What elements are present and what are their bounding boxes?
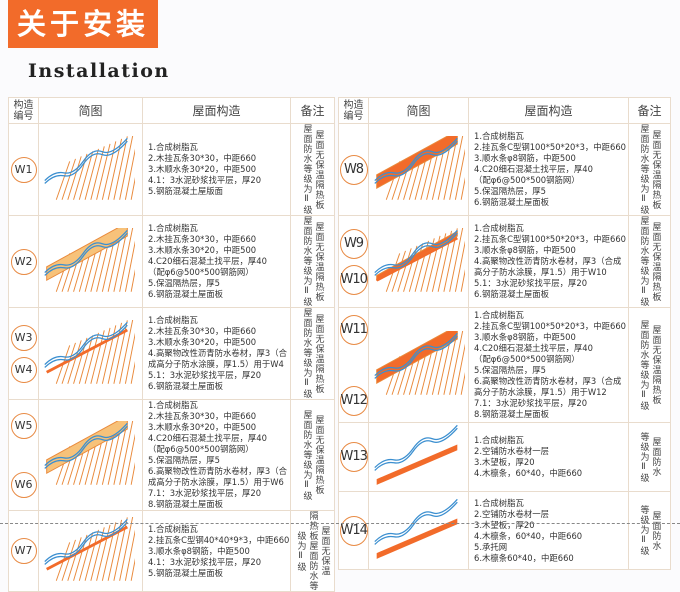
construction-id-badge: W4 — [10, 356, 37, 383]
roof-section-diagram — [44, 227, 135, 292]
diagram-cell — [38, 399, 143, 511]
construction-layers: 1.合成树脂瓦 2.木挂瓦条30*30，中距660 3.木顺水条30*20，中距… — [142, 399, 291, 511]
remark: 屋面无保温隔热板屋面防水等级为Ⅱ级 — [301, 410, 325, 501]
col-diagram: 简图 — [368, 97, 469, 124]
diagram-cell — [38, 215, 143, 308]
roof-section-diagram — [44, 319, 135, 384]
remark-line: 等级为Ⅱ级 — [638, 505, 649, 556]
section-subtitle: Installation — [28, 60, 170, 82]
remark-line: 等级为Ⅱ级 — [638, 431, 649, 483]
remark-line: 屋面无保温隔热板 — [650, 129, 661, 210]
construction-id-badge: W9 — [339, 228, 368, 259]
header-row: 构造 编号 简图 屋面构造 备注 — [338, 97, 671, 124]
construction-table-right: 构造 编号 简图 屋面构造 备注 W8 1.合成树脂瓦 2.挂瓦条C型钢100*5… — [338, 97, 671, 570]
remark: 屋面防水 等级为Ⅱ级 — [638, 505, 662, 556]
remark-line: 屋面防水等级为Ⅱ级 — [638, 124, 649, 215]
construction-id-badge: W3 — [10, 324, 37, 351]
remark-line: 屋面防水等级为Ⅱ级 — [301, 124, 312, 215]
remark: 屋面无保温隔热板屋面防水等级为Ⅱ级 — [638, 320, 662, 411]
divider — [0, 523, 680, 524]
construction-id-badge: W8 — [339, 154, 368, 185]
construction-layers: 1.合成树脂瓦 2.木挂瓦条30*30，中距660 3.木顺水条30*20，中距… — [142, 123, 291, 216]
roof-section-diagram — [374, 331, 465, 395]
roof-section-diagram — [374, 227, 465, 292]
remark-line: 屋面防水等级为Ⅱ级 — [301, 216, 312, 307]
diagram-cell — [38, 123, 143, 216]
section-title: 关于安装 — [8, 0, 158, 48]
construction-id-badge: W5 — [10, 412, 37, 439]
construction-id-badge: W7 — [10, 538, 37, 564]
diagram-cell — [368, 491, 469, 570]
col-remark: 备注 — [290, 97, 335, 124]
remark: 屋面无保温隔热板屋面防水等级为Ⅱ级 — [638, 124, 662, 215]
roof-section-diagram — [44, 135, 135, 200]
construction-id-badge: W11 — [339, 314, 368, 345]
diagram-cell — [368, 215, 469, 308]
diagram-cell — [368, 422, 469, 492]
remark-line: 屋面无保温隔热板 — [650, 221, 661, 302]
remark-line: 屋面防水等级为Ⅱ级 — [638, 216, 649, 307]
remark-line: 屋面无保温隔热板 — [650, 325, 661, 405]
remark: 屋面无保温隔热板屋面防水等级为Ⅱ级 — [301, 216, 325, 307]
diagram-cell — [368, 307, 469, 423]
remark-line: 屋面无保温隔热板 — [313, 415, 324, 495]
remark-line: 屋面防水等级为Ⅱ级 — [301, 308, 312, 399]
remark-line: 屋面防水 — [650, 437, 661, 477]
col-num: 构造 编号 — [338, 97, 369, 124]
table-row: W5 W6 1.合成树脂瓦 2.木挂瓦条30*30，中距660 3.木顺水条30*… — [8, 399, 335, 511]
construction-table-left: 构造 编号 简图 屋面构造 备注 W1 1.合成树脂瓦 2.木挂瓦条30*30，中… — [8, 97, 335, 592]
construction-layers: 1.合成树脂瓦 2.挂瓦条C型钢100*50*20*3，中距660 3.顺水条φ… — [468, 215, 629, 308]
construction-id-badge: W14 — [339, 515, 368, 546]
table-row: W1 1.合成树脂瓦 2.木挂瓦条30*30，中距660 3.木顺水条30*20… — [8, 123, 335, 216]
table-row: W2 1.合成树脂瓦 2.木挂瓦条30*30，中距660 3.木顺水条30*20… — [8, 215, 335, 308]
col-construction: 屋面构造 — [142, 97, 291, 124]
construction-layers: 1.合成树脂瓦 2.挂瓦条C型钢100*50*20*3，中距660 3.顺水条φ… — [468, 123, 629, 216]
construction-id-badge: W10 — [339, 264, 368, 295]
construction-id-badge: W1 — [10, 156, 37, 183]
construction-layers: 1.合成树脂瓦 2.空铺防水卷材一层 3.木望板，厚20 4.木檩条，60*40… — [468, 491, 629, 570]
construction-layers: 1.合成树脂瓦 2.挂瓦条C型钢100*50*20*3，中距660 3.顺水条φ… — [468, 307, 629, 423]
construction-id-badge: W13 — [339, 442, 368, 472]
remark-line: 屋面防水等级为Ⅱ级 — [301, 409, 312, 501]
construction-id-badge: W2 — [10, 248, 37, 275]
table-row: W13 1.合成树脂瓦 2.空铺防水卷材一层 3.木望板，厚20 4.木檩条，6… — [338, 422, 671, 492]
diagram-cell — [368, 123, 469, 216]
remark-line: 屋面无保温隔热板 — [313, 221, 324, 302]
table-row: W14 1.合成树脂瓦 2.空铺防水卷材一层 3.木望板，厚20 4.木檩条，6… — [338, 491, 671, 570]
table-row: W9 W10 1.合成树脂瓦 2.挂瓦条C型钢100*50*20*3，中距660 … — [338, 215, 671, 308]
remark-line: 屋面无保温隔热板 — [313, 313, 324, 394]
construction-layers: 1.合成树脂瓦 2.木挂瓦条30*30，中距660 3.木顺水条30*20，中距… — [142, 307, 291, 400]
construction-layers: 1.合成树脂瓦 2.木挂瓦条30*30，中距660 3.木顺水条30*20，中距… — [142, 215, 291, 308]
header-row: 构造 编号 简图 屋面构造 备注 — [8, 97, 335, 124]
diagram-cell — [38, 307, 143, 400]
table-row: W8 1.合成树脂瓦 2.挂瓦条C型钢100*50*20*3，中距660 3.顺… — [338, 123, 671, 216]
remark: 屋面无保温隔热板屋面防水等级为Ⅱ级 — [301, 124, 325, 215]
col-diagram: 简图 — [38, 97, 143, 124]
roof-section-diagram — [374, 498, 458, 559]
roof-section-diagram — [44, 517, 135, 581]
roof-section-diagram — [374, 424, 458, 485]
construction-layers: 1.合成树脂瓦 2.空铺防水卷材一层 3.木望板，厚20 4.木檩条，60*40… — [468, 422, 629, 492]
remark: 屋面防水 等级为Ⅱ级 — [638, 432, 662, 483]
construction-id-badge: W12 — [339, 385, 368, 416]
remark: 屋面无保温隔热板屋面防水等级为Ⅱ级 — [301, 308, 325, 399]
table-row: W3 W4 1.合成树脂瓦 2.木挂瓦条30*30，中距660 3.木顺水条30*… — [8, 307, 335, 400]
table-row: W11 W12 1.合成树脂瓦 2.挂瓦条C型钢100*50*20*3，中距660… — [338, 307, 671, 423]
col-remark: 备注 — [628, 97, 671, 124]
remark-line: 屋面防水等级为Ⅱ级 — [638, 319, 649, 411]
remark-line: 屋面防水 — [650, 510, 661, 551]
remark-line: 屋面无保温隔热板 — [313, 129, 324, 210]
roof-section-diagram — [374, 135, 465, 200]
construction-id-badge: W6 — [10, 471, 37, 498]
roof-section-diagram — [44, 421, 135, 485]
col-num: 构造 编号 — [8, 97, 39, 124]
remark: 屋面无保温隔热板屋面防水等级为Ⅱ级 — [638, 216, 662, 307]
col-construction: 屋面构造 — [468, 97, 629, 124]
